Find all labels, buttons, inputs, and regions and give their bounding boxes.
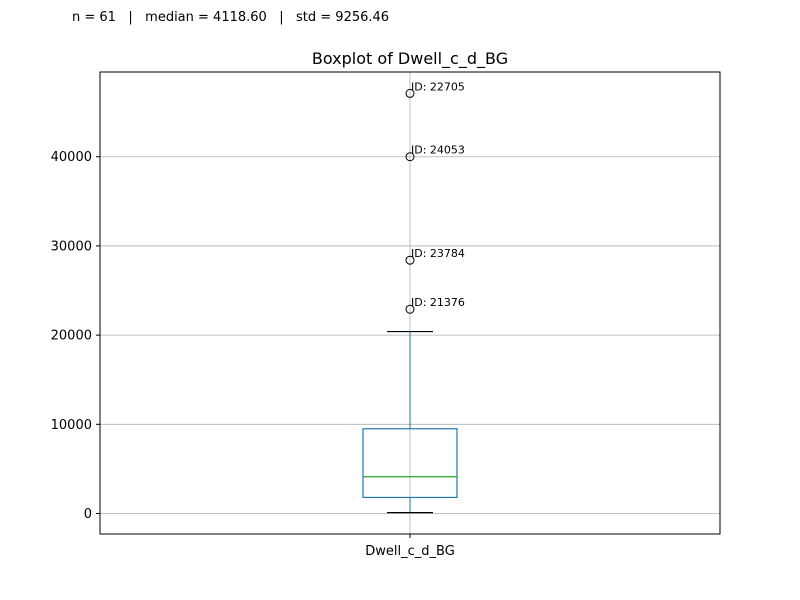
outlier-label: ID: 24053: [411, 144, 465, 157]
stats-median: median = 4118.60: [145, 10, 267, 25]
outlier-layer: ID: 22705 ID: 24053 ID: 23784 ID: 21376: [405, 80, 465, 314]
outlier-point: [405, 152, 415, 162]
stats-separator: |: [128, 10, 133, 25]
iqr-box: [362, 428, 458, 499]
axis-layer: 0 10000 20000 30000 40000 Dwell_c_d_BG: [51, 150, 455, 559]
outlier-label: ID: 22705: [411, 80, 465, 93]
outlier-point: [405, 255, 415, 265]
y-tick-label: 10000: [51, 418, 92, 433]
stats-n: n = 61: [72, 10, 116, 25]
y-tick-label: 40000: [51, 150, 92, 165]
stats-std: std = 9256.46: [296, 10, 390, 25]
stats-summary: n = 61 | median = 4118.60 | std = 9256.4…: [72, 10, 389, 25]
box-layer: [362, 330, 458, 514]
x-tick-label: Dwell_c_d_BG: [365, 544, 455, 559]
chart-title: Boxplot of Dwell_c_d_BG: [312, 49, 508, 69]
outlier-label: ID: 21376: [411, 296, 465, 309]
outlier-label: ID: 23784: [411, 247, 465, 260]
outlier-point: [405, 304, 415, 314]
plot-frame: [99, 71, 721, 535]
y-tick-label: 30000: [51, 239, 92, 254]
outlier-point: [405, 88, 415, 98]
y-tick-label: 0: [84, 507, 92, 522]
y-tick-label: 20000: [51, 329, 92, 344]
grid-layer: [100, 72, 720, 534]
stats-separator: |: [279, 10, 284, 25]
